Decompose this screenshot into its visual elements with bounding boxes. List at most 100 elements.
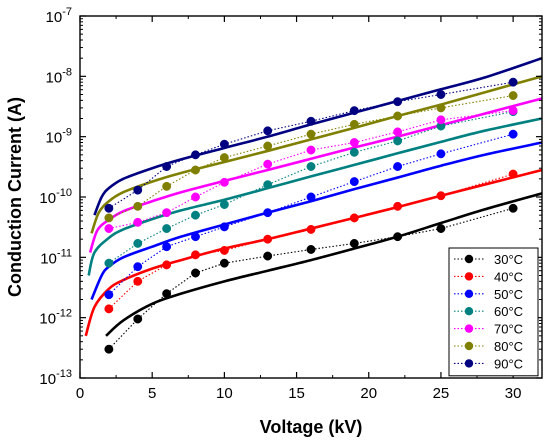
y-tick-label: 10-10: [39, 187, 72, 207]
data-point-80c: [508, 91, 518, 101]
legend-marker-50c: [464, 289, 474, 298]
data-point-80c: [306, 129, 316, 139]
data-point-50c: [133, 262, 143, 272]
data-point-40c: [349, 213, 359, 223]
x-tick-label: 20: [360, 385, 377, 402]
data-point-50c: [349, 177, 359, 187]
x-tick-label: 25: [433, 385, 450, 402]
data-point-60c: [104, 258, 114, 268]
data-point-80c: [393, 111, 403, 121]
y-tick-label: 10-7: [46, 6, 72, 26]
legend-marker-70c: [464, 324, 474, 333]
data-point-90c: [306, 116, 316, 126]
data-point-40c: [219, 246, 229, 255]
y-tick-label: 10-11: [40, 247, 72, 267]
data-point-40c: [436, 191, 446, 201]
data-point-80c: [162, 181, 172, 191]
data-point-70c: [219, 177, 229, 187]
data-point-50c: [263, 208, 273, 218]
legend-marker-90c: [464, 359, 474, 368]
data-point-50c: [191, 232, 200, 242]
data-point-40c: [306, 224, 316, 234]
data-point-90c: [162, 162, 172, 171]
data-point-70c: [263, 159, 273, 169]
legend-marker-80c: [464, 341, 474, 351]
data-point-70c: [393, 127, 403, 137]
data-point-90c: [263, 126, 273, 136]
dotted-line-60c: [108, 111, 514, 264]
data-point-30c: [162, 289, 172, 299]
data-point-60c: [349, 147, 359, 157]
x-axis-ticks: 0 5 10 15 20 25 30: [76, 16, 522, 402]
data-point-60c: [219, 200, 229, 209]
data-point-60c: [191, 210, 200, 220]
data-point-30c: [263, 251, 273, 261]
data-point-70c: [133, 217, 143, 227]
data-point-40c: [104, 304, 114, 314]
data-point-90c: [219, 139, 229, 149]
legend-marker-40c: [464, 272, 474, 281]
data-point-60c: [393, 136, 403, 146]
data-point-70c: [508, 106, 518, 116]
data-point-70c: [191, 192, 200, 202]
legend-label-80c: 80°C: [494, 339, 523, 354]
legend-box: [448, 247, 539, 377]
legend-marker-30c: [464, 254, 474, 264]
legend-label-40c: 40°C: [494, 269, 523, 284]
data-point-40c: [191, 250, 200, 260]
data-point-40c: [508, 169, 518, 179]
data-point-50c: [219, 222, 229, 232]
data-point-90c: [133, 185, 143, 195]
data-point-50c: [306, 192, 316, 202]
y-tick-label: 10-12: [39, 308, 72, 328]
x-tick-label: 5: [148, 385, 156, 402]
data-point-90c: [191, 150, 200, 160]
data-point-30c: [349, 238, 359, 248]
data-point-50c: [436, 149, 446, 159]
y-tick-label: 10-13: [39, 368, 72, 388]
data-point-90c: [349, 106, 359, 116]
data-point-60c: [263, 180, 273, 190]
data-point-90c: [393, 97, 403, 107]
fit-curve-90c: [93, 56, 543, 216]
legend: 30°C 40°C 50°C 60°C 70°C 80°C 90°C: [448, 247, 539, 377]
data-point-80c: [263, 141, 273, 151]
data-point-40c: [393, 201, 403, 211]
data-point-50c: [104, 290, 114, 300]
data-point-40c: [133, 276, 143, 286]
data-point-50c: [393, 162, 403, 171]
data-point-60c: [133, 238, 143, 248]
data-point-90c: [436, 90, 446, 99]
data-point-80c: [104, 213, 114, 223]
data-point-40c: [162, 260, 172, 270]
fit-curve-30c: [105, 192, 543, 337]
data-point-80c: [191, 165, 200, 175]
data-point-40c: [263, 234, 273, 244]
x-tick-label: 30: [505, 385, 522, 402]
data-point-30c: [393, 232, 403, 242]
data-point-80c: [133, 201, 143, 211]
data-point-60c: [162, 224, 172, 233]
data-point-90c: [508, 77, 518, 87]
x-axis-label: Voltage (kV): [260, 417, 363, 437]
x-tick-label: 10: [216, 385, 233, 402]
legend-label-60c: 60°C: [494, 304, 523, 319]
data-point-30c: [104, 344, 114, 354]
legend-label-70c: 70°C: [494, 322, 523, 337]
dotted-line-40c: [108, 173, 514, 310]
legend-label-50c: 50°C: [494, 287, 523, 302]
data-point-30c: [219, 258, 229, 268]
data-point-80c: [436, 103, 446, 113]
data-point-30c: [436, 224, 446, 233]
data-point-80c: [219, 153, 229, 163]
y-tick-label: 10-9: [46, 127, 72, 147]
legend-label-90c: 90°C: [494, 356, 523, 371]
data-point-50c: [508, 129, 518, 139]
y-axis-label: Conduction Current (A): [5, 97, 25, 297]
data-point-80c: [349, 119, 359, 129]
data-point-50c: [162, 242, 172, 252]
x-tick-label: 0: [76, 385, 84, 402]
x-tick-label: 15: [288, 385, 305, 402]
data-point-70c: [104, 224, 114, 233]
